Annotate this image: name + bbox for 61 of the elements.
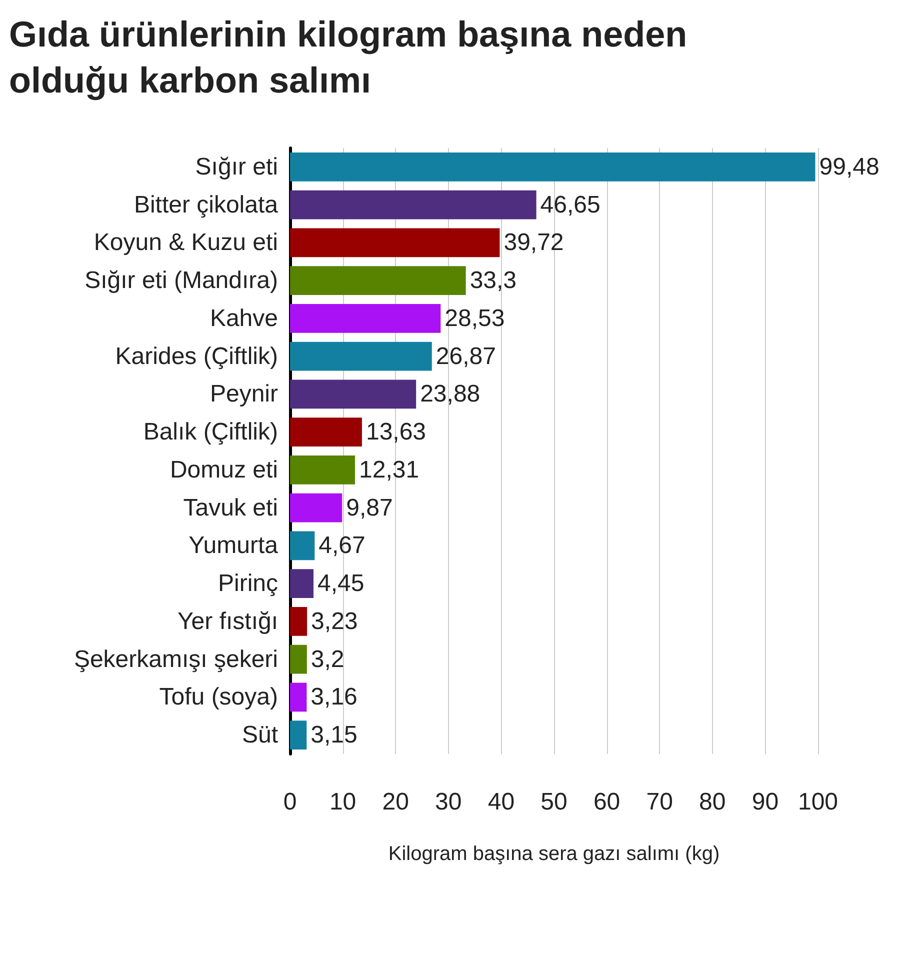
data-label: 12,31 — [358, 456, 420, 484]
data-label: 28,53 — [444, 304, 505, 332]
y-tick-label: Tavuk eti — [183, 494, 278, 522]
y-tick-label: Sığır eti (Mandıra) — [84, 267, 278, 294]
x-tick-label: 40 — [488, 788, 515, 816]
data-label: 23,88 — [420, 380, 480, 408]
data-label: 3,2 — [310, 646, 344, 673]
x-tick-label: 30 — [435, 788, 462, 816]
data-label: 46,65 — [540, 191, 600, 218]
data-label: 4,67 — [318, 532, 366, 560]
bar — [290, 380, 416, 409]
bar — [290, 266, 466, 295]
data-label: 39,72 — [504, 229, 564, 256]
y-tick-label: Balık (Çiftlik) — [143, 418, 278, 446]
data-label: 9,87 — [346, 494, 393, 522]
bar — [290, 456, 355, 484]
data-label: 3,23 — [311, 608, 358, 635]
data-label: 3,16 — [310, 684, 358, 711]
y-tick-label: Pirinç — [218, 570, 278, 598]
data-label: 26,87 — [436, 342, 496, 370]
x-tick-label: 20 — [382, 788, 409, 816]
bar — [290, 682, 307, 712]
x-tick-label: 80 — [699, 788, 726, 816]
y-tick-label: Domuz eti — [170, 456, 278, 484]
y-tick-label: Kahve — [210, 304, 278, 332]
bar — [290, 569, 314, 598]
bar — [290, 720, 307, 750]
bar — [290, 152, 816, 182]
y-tick-label: Tofu (soya) — [159, 684, 278, 711]
bar — [290, 644, 307, 674]
y-tick-label: Şekerkamışı şekeri — [74, 646, 278, 673]
x-tick-label: 50 — [540, 788, 568, 816]
data-label: 13,63 — [366, 418, 426, 446]
data-label: 33,3 — [470, 267, 517, 294]
data-label: 4,45 — [317, 570, 364, 598]
chart-title: Gıda ürünlerinin kilogram başına neden olduğu karbon salımı — [9, 14, 698, 100]
x-tick-label: 100 — [798, 788, 838, 816]
y-tick-label: Koyun & Kuzu eti — [94, 229, 278, 256]
y-tick-label: Bitter çikolata — [134, 191, 279, 218]
x-axis-title: Kilogram başına sera gazı salımı (kg) — [388, 843, 720, 865]
data-label: 3,15 — [310, 722, 358, 749]
bar — [290, 228, 500, 258]
x-tick-label: 90 — [752, 788, 779, 816]
x-tick-label: 70 — [646, 788, 673, 816]
y-tick-label: Sığır eti — [195, 153, 278, 180]
bar — [290, 607, 308, 636]
y-tick-label: Karides (Çiftlik) — [115, 342, 278, 370]
y-tick-label: Peynir — [210, 380, 278, 408]
bar — [290, 190, 536, 220]
x-tick-label: 60 — [593, 788, 620, 816]
x-tick-label: 10 — [329, 788, 356, 816]
bar — [290, 531, 315, 560]
bar — [290, 493, 342, 522]
y-tick-label: Yer fıstığı — [178, 608, 278, 635]
y-tick-label: Yumurta — [188, 532, 279, 560]
bar — [290, 304, 441, 333]
data-label: 99,48 — [819, 153, 880, 180]
bar — [290, 418, 362, 446]
x-tick-label: 0 — [283, 788, 297, 816]
y-tick-label: Süt — [242, 722, 278, 749]
bar — [290, 342, 432, 371]
